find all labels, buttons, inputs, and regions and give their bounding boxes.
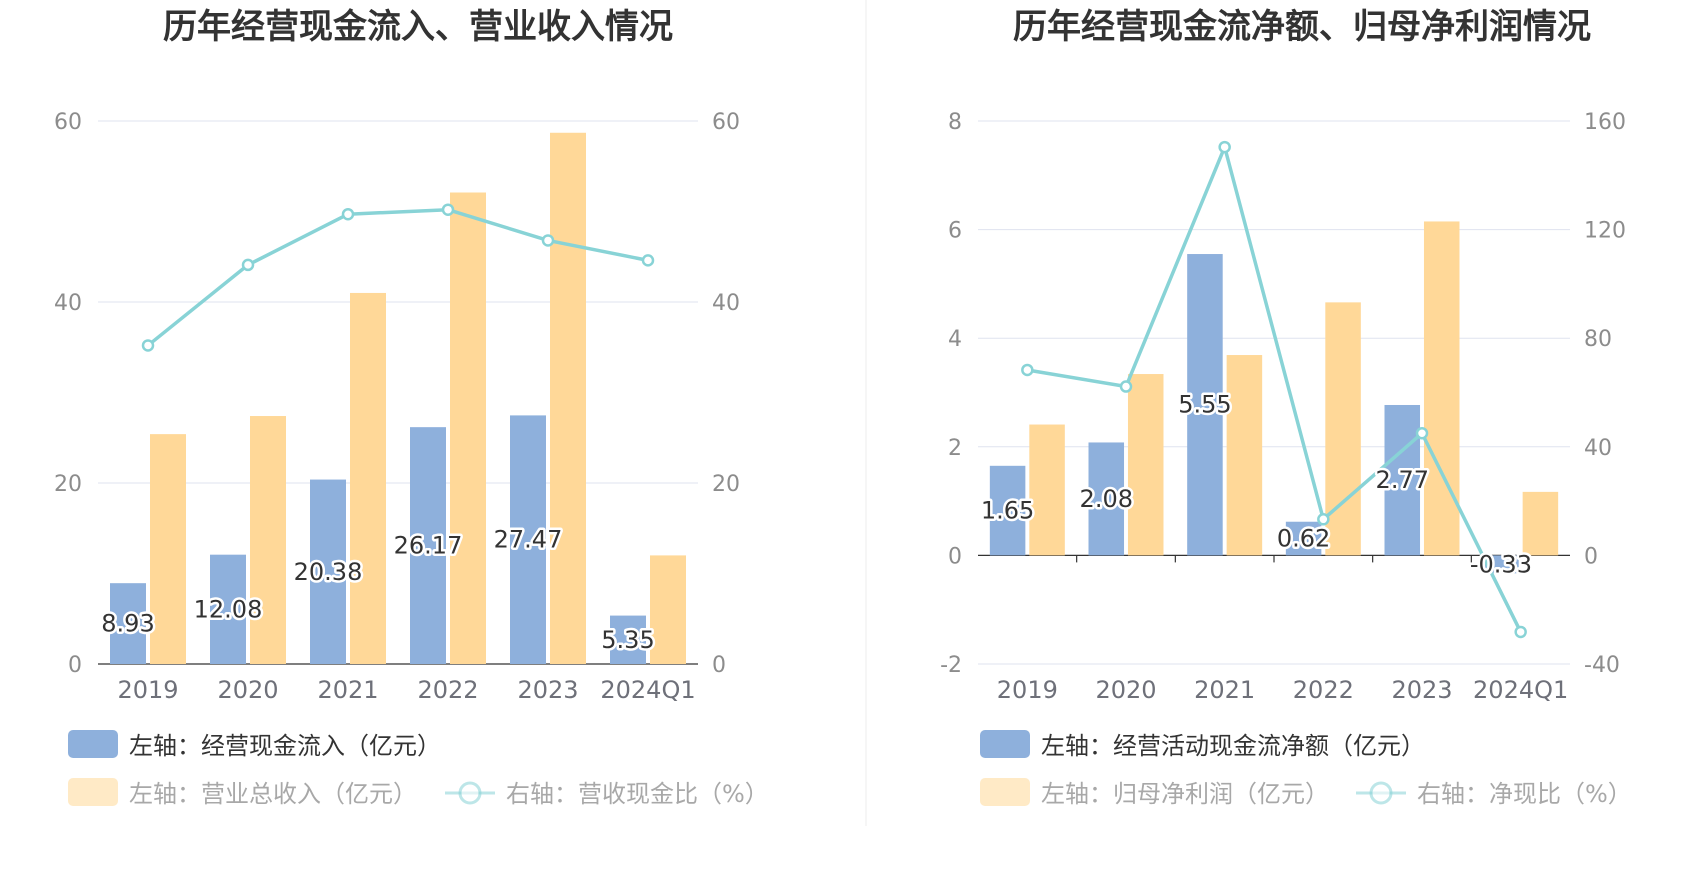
bar-primary [1088,442,1125,556]
right-y-tick-label: 160 [1584,110,1626,135]
legend-swatch-primary-bar [68,730,118,758]
line-point [1317,513,1330,526]
line-point [341,207,355,221]
line-point [641,254,655,267]
legend-swatch-primary-bar [980,730,1030,758]
legend-swatch-line-marker [458,781,482,805]
left-y-tick-label: -2 [940,653,962,678]
x-category-label: 2019 [997,676,1058,704]
right-y-tick-label: 40 [1584,436,1612,461]
line-point [541,234,555,247]
line-point [1514,625,1527,639]
legend-label: 右轴：净现比（%） [1417,780,1632,808]
right-y-tick-label: 60 [712,110,740,135]
line-point [1218,140,1231,154]
bar-primary [610,615,646,664]
bar-value-label: 26.17 [394,532,463,560]
bar-primary [1483,555,1519,574]
bar-secondary [550,132,586,664]
bar-primary [410,427,446,664]
chart-title: 历年经营现金流入、营业收入情况 [163,7,673,47]
bar-primary [110,583,146,664]
bar-value-label: 2.77 [1376,466,1429,494]
bar-secondary [1522,491,1559,556]
left-y-tick-label: 6 [948,219,962,244]
bar-value-label: 27.47 [494,526,563,554]
right-y-tick-label: 0 [1584,544,1598,569]
legend-label: 左轴：归母净利润（亿元） [1041,780,1329,808]
bar-value-label: 2.08 [1080,485,1133,513]
left-y-tick-label: 2 [948,436,962,461]
left-y-tick-label: 40 [54,291,82,316]
line-point [1021,363,1034,377]
line-point [241,258,255,272]
chart-title: 历年经营现金流净额、归母净利润情况 [1013,7,1591,47]
legend-label: 左轴：经营活动现金流净额（亿元） [1041,732,1425,760]
x-category-label: 2024Q1 [1473,676,1568,704]
right-y-tick-label: 120 [1584,219,1626,244]
right-y-tick-label: -40 [1584,653,1620,678]
left-y-tick-label: 60 [54,110,82,135]
right-y-tick-label: 20 [712,472,740,497]
legend-label: 左轴：经营现金流入（亿元） [129,732,441,760]
bar-value-label: 1.65 [981,497,1034,525]
line-point [441,203,455,216]
legend-label: 左轴：营业总收入（亿元） [129,780,417,808]
bar-value-label: 8.93 [101,610,154,638]
right-y-tick-label: 40 [712,291,740,316]
bar-secondary [650,555,686,664]
x-category-label: 2020 [1095,676,1156,704]
bar-primary [310,479,346,664]
x-category-label: 2023 [517,676,578,704]
line-point [1415,426,1429,440]
bar-value-label: -0.33 [1470,550,1532,578]
bar-primary [1187,254,1223,556]
bar-secondary [150,434,186,664]
x-category-label: 2021 [317,676,378,704]
line-series [146,207,649,347]
left-y-tick-label: 4 [948,327,962,352]
x-category-label: 2023 [1391,676,1452,704]
x-category-label: 2024Q1 [600,676,695,704]
bar-secondary [250,416,286,664]
right-y-tick-label: 80 [1584,327,1612,352]
bar-primary [1285,521,1322,556]
left-y-tick-label: 20 [54,472,82,497]
x-category-label: 2021 [1194,676,1255,704]
x-category-label: 2022 [1293,676,1354,704]
bar-value-label: 5.35 [601,626,654,654]
bar-value-label: 5.55 [1178,391,1231,419]
right-y-tick-label: 0 [712,653,726,678]
bar-secondary [1226,355,1263,556]
bar-secondary [450,192,486,664]
bar-secondary [1325,302,1361,556]
line-point [141,339,155,352]
legend-label: 右轴：营收现金比（%） [506,780,769,808]
bar-secondary [1029,424,1065,556]
left-y-tick-label: 0 [948,544,962,569]
legend-swatch-secondary-bar [980,778,1030,806]
bar-primary [210,554,246,664]
left-y-tick-label: 0 [68,653,82,678]
bar-primary [510,415,546,664]
bar-value-label: 20.38 [294,558,363,586]
legend-swatch-secondary-bar [68,778,118,806]
bar-secondary [1127,374,1164,556]
bar-secondary [350,292,386,664]
line-series [1027,145,1523,633]
line-point [1119,380,1133,393]
bar-value-label: 12.08 [194,595,263,623]
left-y-tick-label: 8 [948,110,962,135]
bar-primary [989,465,1026,556]
x-category-label: 2020 [217,676,278,704]
bar-primary [1384,404,1421,556]
x-category-label: 2022 [417,676,478,704]
legend-swatch-line-marker [1369,781,1393,805]
bar-secondary [1423,221,1460,556]
bar-value-label: 0.62 [1277,525,1330,553]
x-category-label: 2019 [117,676,178,704]
